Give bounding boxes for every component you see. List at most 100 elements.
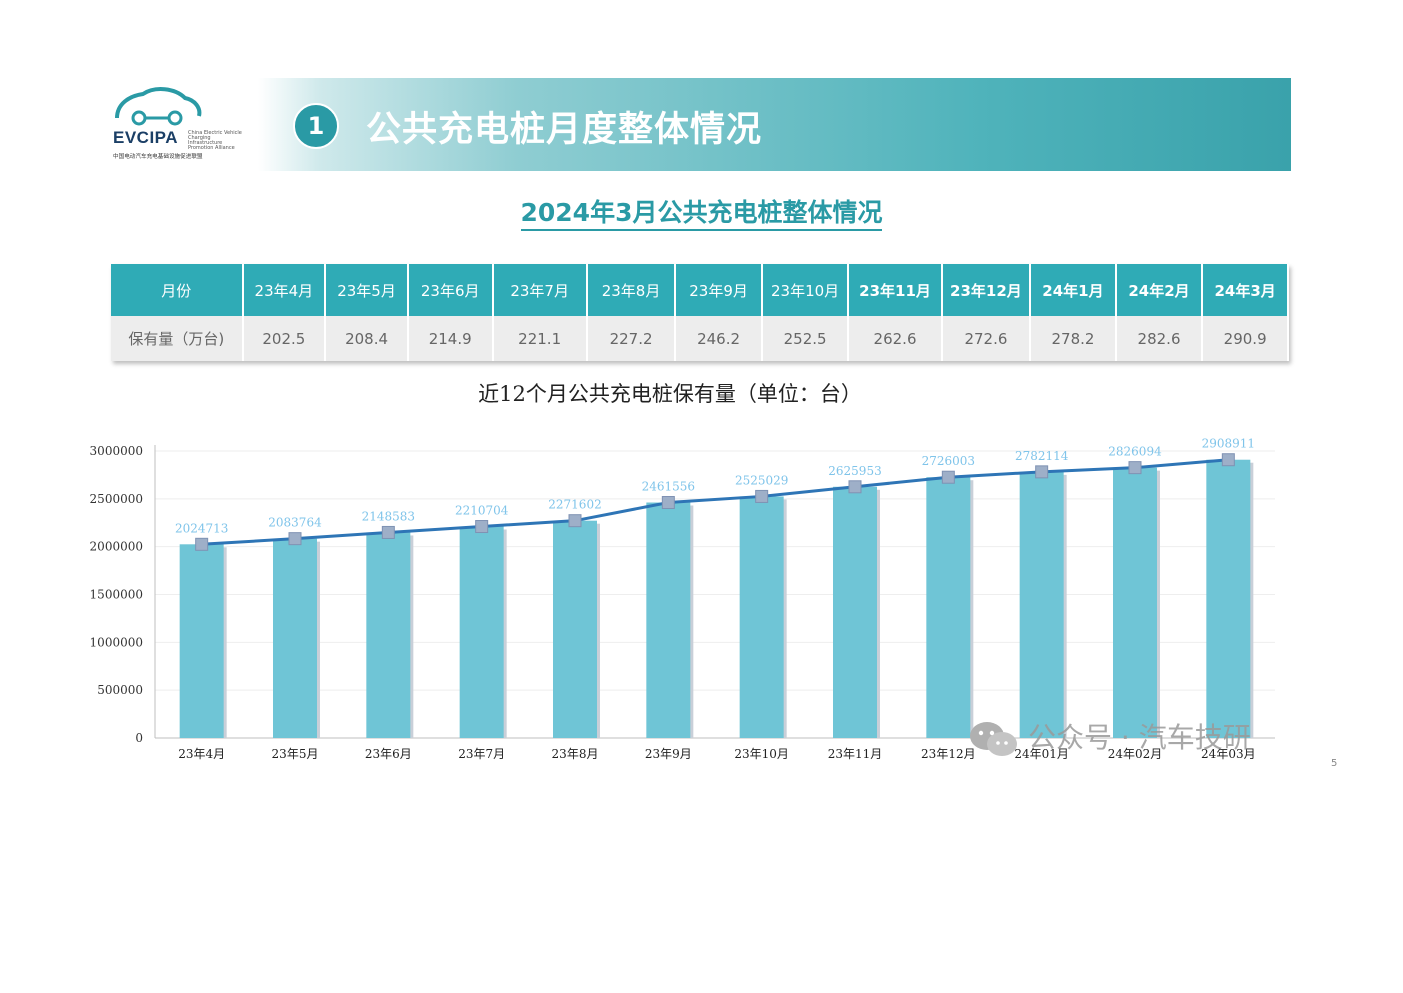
x-tick-label: 24年03月 xyxy=(1201,747,1256,761)
bar xyxy=(833,486,877,738)
table-cell-value: 278.2 xyxy=(1030,316,1117,361)
logo-text: EVCIPA xyxy=(113,128,179,147)
table-header-month: 23年10月 xyxy=(761,264,850,316)
data-label: 2148583 xyxy=(362,509,415,523)
table-header-month: 23年5月 xyxy=(325,264,409,316)
y-tick-label: 2000000 xyxy=(90,540,143,554)
table-header-month: 23年8月 xyxy=(586,264,677,316)
table-cell-value: 282.6 xyxy=(1115,316,1204,361)
section-number-badge: 1 xyxy=(293,103,339,149)
data-label: 2461556 xyxy=(642,480,695,494)
summary-table: 月份 23年4月 23年5月 23年6月 23年7月 23年8月 23年9月 23年10月 2… xyxy=(111,264,1289,361)
line-marker xyxy=(568,514,582,528)
table-header-month: 23年6月 xyxy=(407,264,494,316)
x-tick-label: 23年11月 xyxy=(828,747,883,761)
x-tick-label: 23年8月 xyxy=(552,747,599,761)
data-label: 2083764 xyxy=(268,516,322,530)
table-cell-value: 246.2 xyxy=(675,316,763,361)
y-tick-label: 0 xyxy=(135,731,143,745)
table-cell-value: 272.6 xyxy=(941,316,1032,361)
table-cell-value: 208.4 xyxy=(325,316,409,361)
bar xyxy=(646,502,691,738)
y-tick-label: 500000 xyxy=(97,683,143,697)
line-marker xyxy=(1221,453,1235,467)
bar xyxy=(1113,467,1157,738)
table-cell-value: 214.9 xyxy=(407,316,494,361)
watermark-label: 公众号 · 汽车技研 xyxy=(1028,721,1251,754)
x-tick-label: 23年7月 xyxy=(458,747,505,761)
bar-line-chart: 3000000 2500000 2000000 1500000 1000000 50000… xyxy=(90,437,1275,761)
y-tick-label: 2500000 xyxy=(90,492,143,506)
line-marker xyxy=(475,520,489,534)
watermark-text: 公众号 · 汽车技研 xyxy=(966,716,1251,756)
bar xyxy=(179,544,224,738)
table-cell-value: 221.1 xyxy=(492,316,588,361)
chart-title: 近12个月公共充电桩保有量（单位：台） xyxy=(478,382,862,406)
table-header-row: 月份 23年4月 23年5月 23年6月 23年7月 23年8月 23年9月 23年10月 2… xyxy=(111,264,1289,316)
line-marker xyxy=(941,470,955,484)
x-tick-label: 23年6月 xyxy=(365,747,412,761)
bar xyxy=(926,477,971,738)
table-header-label: 月份 xyxy=(111,264,244,316)
data-label: 2826094 xyxy=(1108,445,1162,459)
car-logo-icon xyxy=(115,87,202,126)
section-subtitle: 2024年3月公共充电桩整体情况 xyxy=(0,193,1403,231)
bar xyxy=(1019,471,1064,738)
y-tick-label: 1500000 xyxy=(90,588,143,602)
table-header-month: 23年11月 xyxy=(848,264,943,316)
page-number: 5 xyxy=(1331,758,1338,769)
line-marker xyxy=(661,496,675,510)
trend-line xyxy=(201,458,1229,546)
x-tick-label: 24年01月 xyxy=(1014,747,1069,761)
table-header-month: 23年4月 xyxy=(242,264,327,316)
table-header-month: 23年7月 xyxy=(492,264,588,316)
bar xyxy=(366,532,411,738)
data-label: 2726003 xyxy=(922,454,975,468)
table-header-month: 24年1月 xyxy=(1030,264,1117,316)
logo-chinese-name: 中国电动汽车充电基础设施促进联盟 xyxy=(113,154,203,160)
table-cell-value: 252.5 xyxy=(761,316,850,361)
table-header-month: 23年12月 xyxy=(941,264,1032,316)
table-row-label: 保有量（万台) xyxy=(111,316,244,361)
x-tick-label: 23年12月 xyxy=(921,747,976,761)
banner-title: 公共充电桩月度整体情况 xyxy=(366,110,763,150)
table-cell-value: 202.5 xyxy=(242,316,327,361)
table-row: 保有量（万台) 202.5 208.4 214.9 221.1 227.2 246.2 25… xyxy=(111,316,1289,361)
table-header-month: 24年3月 xyxy=(1202,264,1289,316)
table-cell-value: 227.2 xyxy=(586,316,677,361)
table-cell-value: 262.6 xyxy=(848,316,943,361)
line-marker xyxy=(1035,465,1049,479)
line-marker xyxy=(848,480,862,494)
title-banner xyxy=(258,78,1291,171)
line-marker xyxy=(755,489,769,503)
y-tick-label: 1000000 xyxy=(90,635,143,649)
x-tick-label: 24年02月 xyxy=(1108,747,1163,761)
data-label: 2271602 xyxy=(548,498,601,512)
x-tick-label: 23年9月 xyxy=(645,747,692,761)
bar xyxy=(1206,459,1251,738)
data-label: 2625953 xyxy=(828,464,881,478)
line-marker xyxy=(195,537,209,551)
x-tick-label: 23年10月 xyxy=(734,747,789,761)
data-label: 2024713 xyxy=(175,521,228,535)
wechat-icon xyxy=(970,722,1017,756)
table-header-month: 23年9月 xyxy=(675,264,763,316)
subtitle-text: 2024年3月公共充电桩整体情况 xyxy=(520,198,883,231)
bar xyxy=(553,520,597,738)
line-marker xyxy=(288,532,302,546)
x-tick-label: 23年4月 xyxy=(178,747,225,761)
y-tick-label: 3000000 xyxy=(90,444,143,458)
bar xyxy=(273,538,317,738)
line-marker xyxy=(1128,461,1142,475)
data-label: 2525029 xyxy=(735,473,788,487)
data-label: 2782114 xyxy=(1015,449,1069,463)
data-label: 2210704 xyxy=(455,504,509,518)
bar xyxy=(739,496,784,738)
x-tick-label: 23年5月 xyxy=(272,747,319,761)
line-marker xyxy=(381,525,395,539)
logo-english-name: China Electric Vehicle Charging Infrastr… xyxy=(188,130,242,151)
data-label: 2908911 xyxy=(1202,437,1255,451)
table-header-month: 24年2月 xyxy=(1115,264,1204,316)
table-cell-value: 290.9 xyxy=(1202,316,1289,361)
bar xyxy=(459,526,504,738)
